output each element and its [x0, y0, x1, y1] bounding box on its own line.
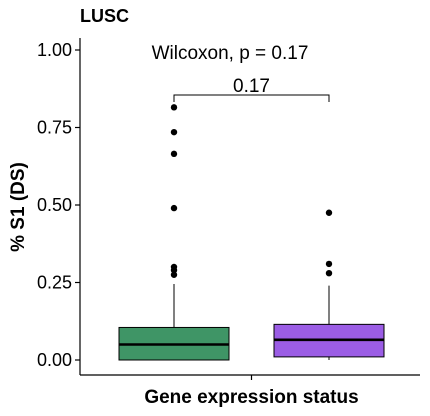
y-tick-label: 0.25 — [37, 273, 72, 293]
outlier-point — [325, 260, 333, 268]
bracket-p-label: 0.17 — [233, 76, 270, 97]
outlier-point — [170, 104, 178, 111]
outlier-point — [325, 270, 333, 277]
box-group — [118, 104, 230, 361]
box-group — [273, 209, 385, 360]
y-axis-title: % S1 (DS) — [8, 162, 29, 252]
chart-title: LUSC — [80, 6, 129, 26]
y-tick-label: 1.00 — [37, 40, 72, 60]
y-tick-label: 0.50 — [37, 195, 72, 215]
x-axis-title: Gene expression status — [144, 387, 358, 408]
outlier-point — [170, 150, 178, 158]
boxes — [118, 104, 385, 361]
axes: 0.00 0.25 0.50 0.75 1.00 Gene expression stat… — [8, 38, 420, 408]
y-tick-label: 0.00 — [37, 350, 72, 370]
significance-bracket — [173, 94, 330, 102]
outlier-point — [170, 263, 178, 271]
outlier-point — [170, 204, 178, 212]
y-tick-label: 0.75 — [37, 118, 72, 138]
annotations: 0.17 Wilcoxon, p = 0.17 — [152, 43, 330, 102]
outlier-point — [170, 128, 178, 136]
outlier-point — [325, 209, 333, 216]
test-label: Wilcoxon, p = 0.17 — [152, 43, 309, 64]
outlier-point — [170, 271, 178, 278]
